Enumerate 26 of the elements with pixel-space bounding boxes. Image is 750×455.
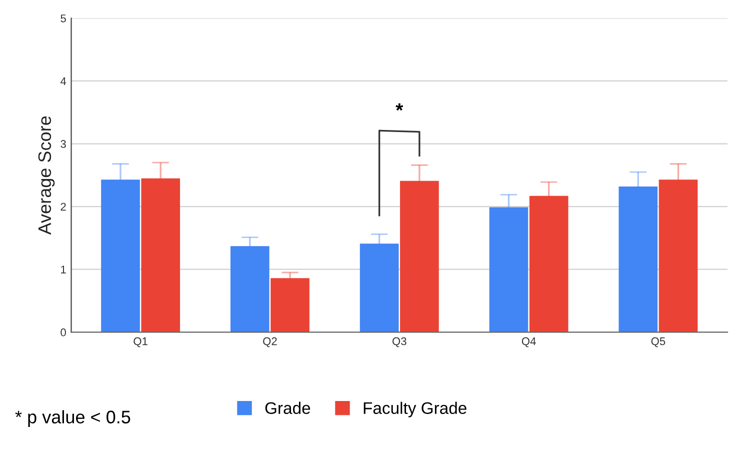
y-tick-label: 5 — [60, 14, 66, 22]
bar — [400, 180, 439, 332]
x-tick-label: Q3 — [392, 337, 406, 348]
y-tick-label: 3 — [60, 140, 66, 148]
y-tick-label: 1 — [61, 266, 66, 274]
y-tick-label: 4 — [60, 77, 66, 86]
bar — [270, 278, 310, 332]
legend-label: Grade — [265, 402, 310, 414]
text: * p value < 0.5 — [15, 410, 130, 428]
annotation: * — [396, 103, 404, 111]
x-tick-label: Q5 — [651, 337, 666, 348]
bar — [489, 207, 528, 332]
bar — [360, 244, 399, 332]
bar — [618, 186, 658, 332]
y-axis-title: Average Score — [38, 116, 55, 235]
x-tick-label: Q1 — [134, 337, 148, 348]
bar — [230, 246, 270, 332]
y-tick-label: 0 — [60, 328, 66, 336]
x-tick-label: Q2 — [263, 337, 277, 348]
y-tick-label: 2 — [60, 202, 66, 211]
bar — [658, 180, 698, 332]
legend-label: Faculty Grade — [364, 402, 466, 418]
bar — [141, 178, 180, 332]
bar — [101, 180, 140, 332]
x-tick-label: Q4 — [522, 337, 536, 348]
bar — [529, 196, 568, 332]
